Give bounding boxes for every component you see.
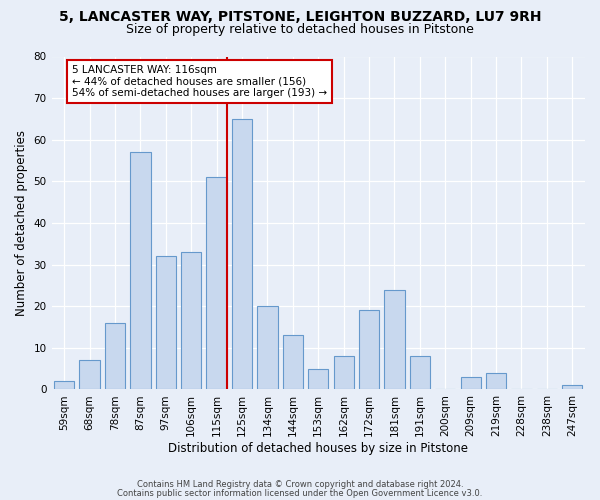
X-axis label: Distribution of detached houses by size in Pitstone: Distribution of detached houses by size … [168,442,468,455]
Bar [308,368,328,390]
Bar [105,323,125,390]
Bar [206,177,227,390]
Bar [385,290,404,390]
Text: 5 LANCASTER WAY: 116sqm
← 44% of detached houses are smaller (156)
54% of semi-d: 5 LANCASTER WAY: 116sqm ← 44% of detache… [72,65,327,98]
Text: Contains public sector information licensed under the Open Government Licence v3: Contains public sector information licen… [118,489,482,498]
Bar [283,336,303,390]
Bar [334,356,354,390]
Y-axis label: Number of detached properties: Number of detached properties [15,130,28,316]
Bar [562,386,583,390]
Bar [155,256,176,390]
Bar [79,360,100,390]
Bar [359,310,379,390]
Bar [232,119,252,390]
Bar [486,373,506,390]
Text: Contains HM Land Registry data © Crown copyright and database right 2024.: Contains HM Land Registry data © Crown c… [137,480,463,489]
Bar [257,306,278,390]
Bar [461,377,481,390]
Text: Size of property relative to detached houses in Pitstone: Size of property relative to detached ho… [126,22,474,36]
Text: 5, LANCASTER WAY, PITSTONE, LEIGHTON BUZZARD, LU7 9RH: 5, LANCASTER WAY, PITSTONE, LEIGHTON BUZ… [59,10,541,24]
Bar [130,152,151,390]
Bar [181,252,202,390]
Bar [410,356,430,390]
Bar [54,381,74,390]
